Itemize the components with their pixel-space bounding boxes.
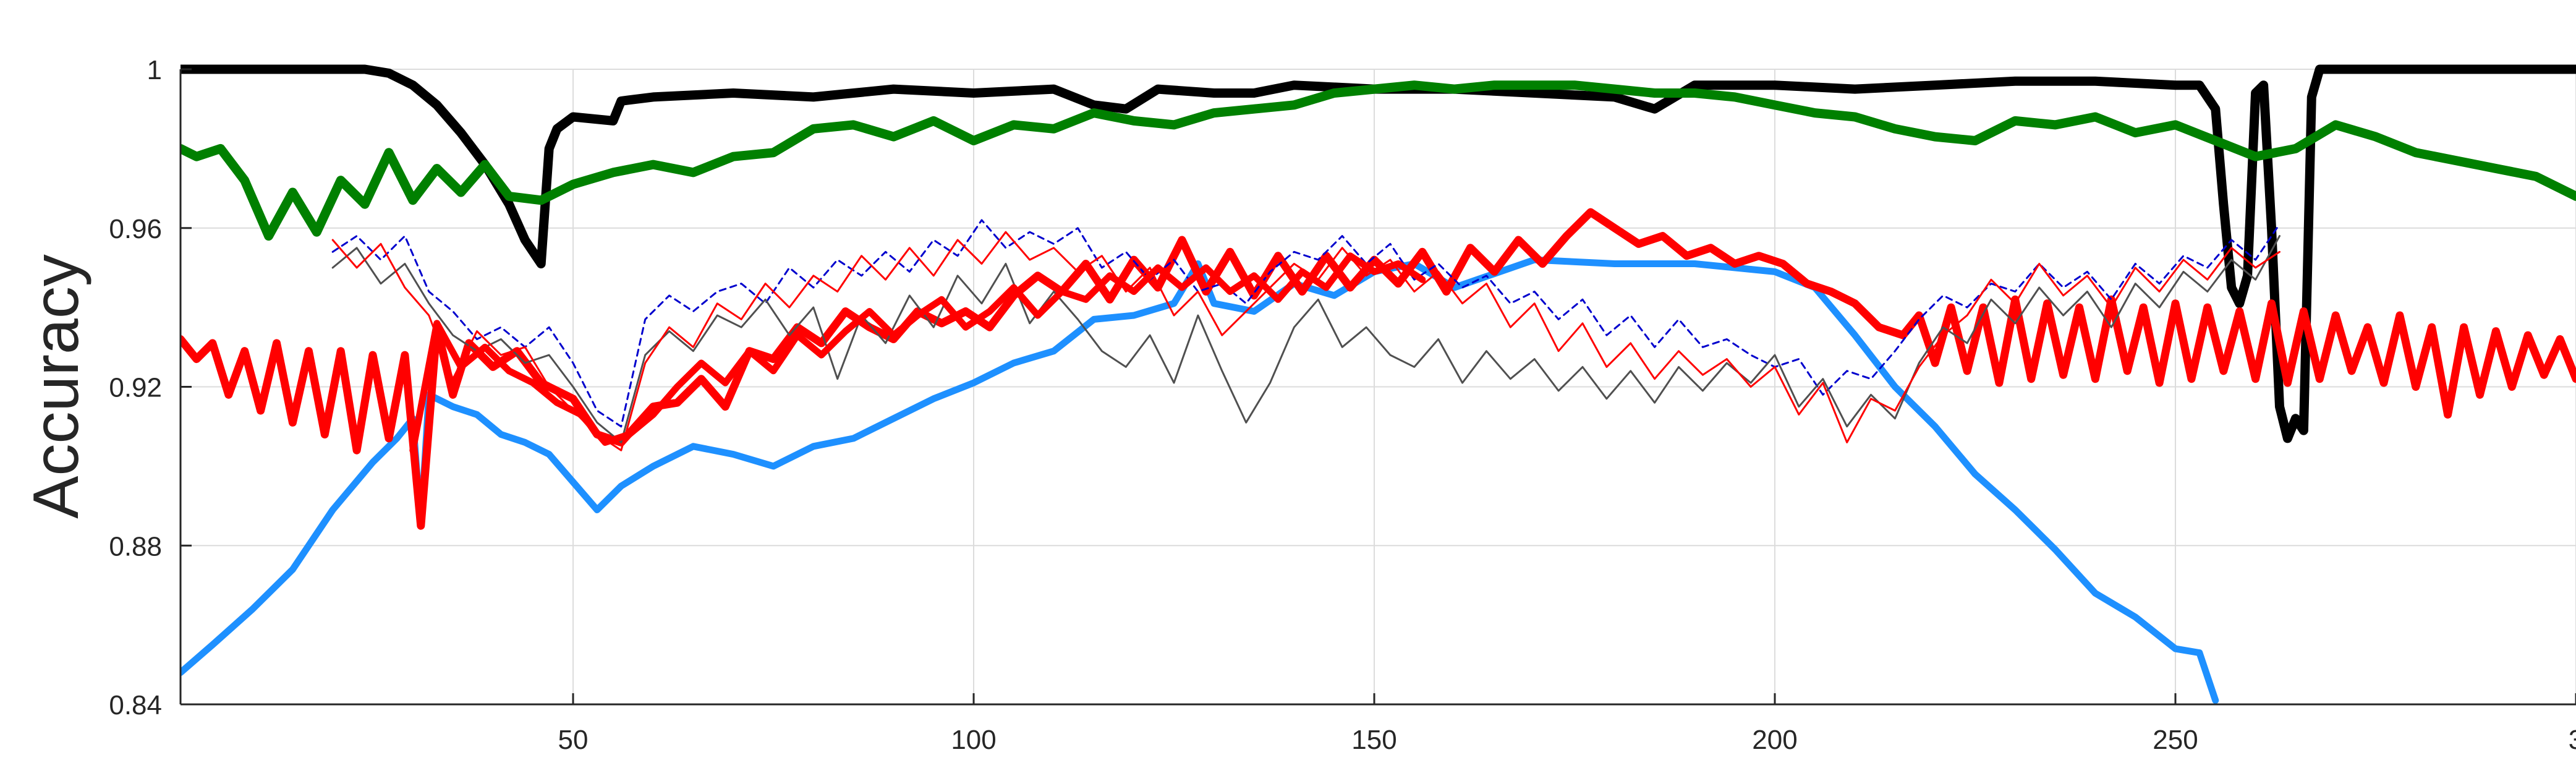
series-line-2 [181, 80, 2576, 241]
y-axis-label: Accuracy [20, 254, 92, 519]
series-line-4 [181, 208, 2576, 530]
y-tick-label: 0.92 [109, 373, 162, 403]
series-line-6 [331, 235, 2281, 443]
axes [179, 68, 2576, 706]
x-tick-label: 50 [558, 725, 589, 755]
y-tick-label: 0.96 [109, 214, 162, 244]
series-layer [181, 64, 2576, 704]
x-tick-label: 200 [1752, 725, 1797, 755]
x-tick-label: 250 [2153, 725, 2198, 755]
x-tick-label: 3 [2569, 725, 2576, 755]
series-line-5 [331, 219, 2281, 428]
y-tick-label: 0.88 [109, 531, 162, 562]
x-tick-label: 150 [1351, 725, 1396, 755]
y-tick-label: 1 [147, 55, 162, 85]
tick-labels: 50 100 150 200 250 3 0.84 0.88 0.92 0.96 1 [109, 55, 2576, 755]
x-tick-label: 100 [951, 725, 996, 755]
series-line-8 [409, 252, 1426, 454]
y-tick-label: 0.84 [109, 690, 162, 720]
